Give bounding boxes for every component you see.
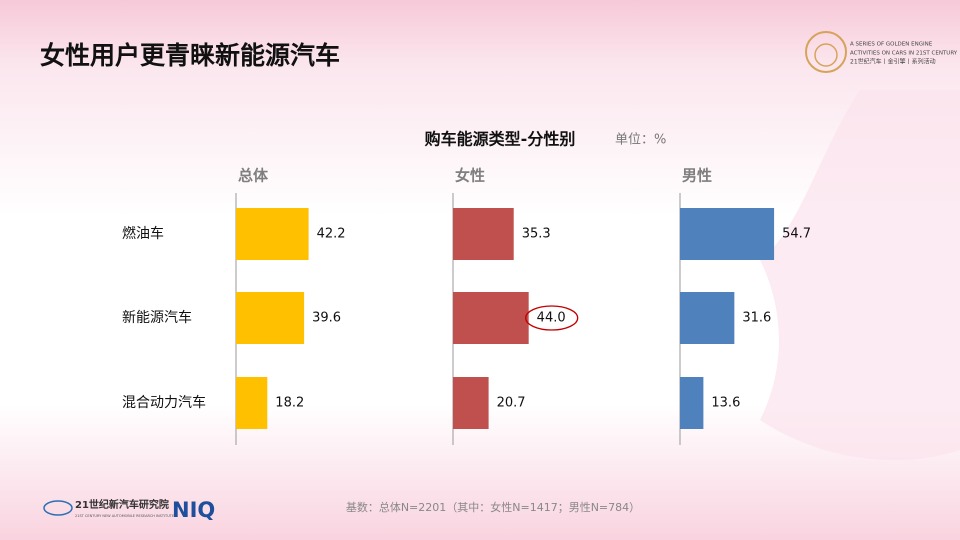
logo-mark xyxy=(805,31,847,73)
page-title: 女性用户更青睐新能源汽车 xyxy=(40,41,340,70)
category-label: 新能源汽车 xyxy=(122,309,192,326)
bar xyxy=(236,208,309,260)
panel-header: 男性 xyxy=(682,167,712,185)
background-shape xyxy=(760,90,960,460)
bar xyxy=(680,292,735,344)
value-label: 44.0 xyxy=(537,311,566,326)
value-label: 13.6 xyxy=(711,396,740,411)
value-label: 39.6 xyxy=(312,311,341,326)
panel-header: 总体 xyxy=(238,167,269,185)
value-label: 18.2 xyxy=(275,396,304,411)
bar xyxy=(680,208,775,260)
logo-mark xyxy=(814,43,838,67)
brand-logo: NIQ xyxy=(172,498,215,522)
org-name: 21世纪新汽车研究院 xyxy=(75,498,169,511)
value-label: 35.3 xyxy=(522,227,551,242)
category-label: 燃油车 xyxy=(122,225,164,242)
bar xyxy=(236,377,268,429)
logo-text: A SERIES OF GOLDEN ENGINE xyxy=(850,42,933,48)
value-label: 42.2 xyxy=(317,227,346,242)
bar xyxy=(453,292,529,344)
bar xyxy=(236,292,305,344)
value-label: 20.7 xyxy=(497,396,526,411)
bar xyxy=(453,208,514,260)
value-label: 54.7 xyxy=(782,227,811,242)
highlight-ring xyxy=(525,305,579,331)
org-name-en: 21ST CENTURY NEW AUTOMOBILE RESEARCH INS… xyxy=(75,514,174,518)
logo-text: ACTIVITIES ON CARS IN 21ST CENTURY xyxy=(850,51,958,57)
panel-header: 女性 xyxy=(455,167,485,185)
org-logo xyxy=(43,500,73,516)
footnote: 基数：总体N=2201（其中：女性N=1417；男性N=784） xyxy=(346,500,640,514)
category-label: 混合动力汽车 xyxy=(122,394,206,411)
value-label: 31.6 xyxy=(742,311,771,326)
unit-label: 单位：% xyxy=(615,133,666,148)
bar xyxy=(453,377,489,429)
bar xyxy=(680,377,704,429)
chart-title: 购车能源类型-分性别 xyxy=(425,130,576,149)
logo-text: 21世纪汽车丨金引擎丨系列活动 xyxy=(850,58,936,66)
